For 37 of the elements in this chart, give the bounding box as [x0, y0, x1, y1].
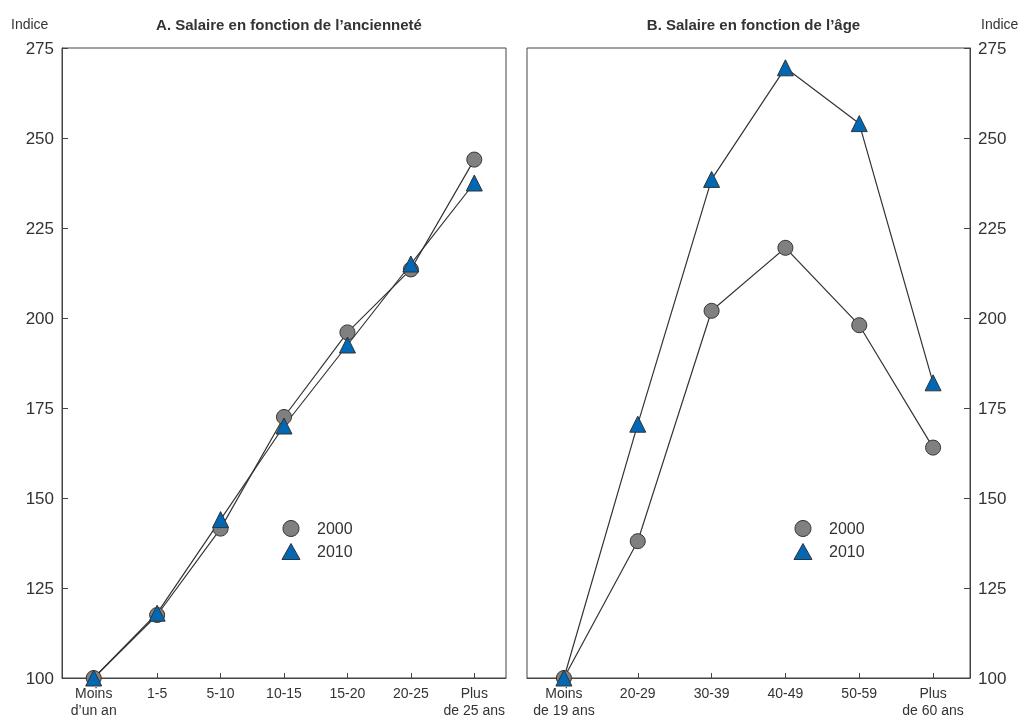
x-tick-label: 5-10 [206, 684, 235, 701]
y-tick-label: 200 [978, 308, 1007, 328]
chart-title: B. Salaire en fonction de l’âge [646, 16, 861, 33]
x-tick-label: 50-59 [841, 684, 878, 701]
y-tick-label: 200 [25, 308, 54, 328]
y-tick-label: 100 [25, 668, 54, 688]
y-axis-title: Indice [11, 16, 49, 32]
legend-label: 2010 [828, 543, 865, 560]
y-tick-label: 150 [25, 488, 54, 508]
legend-label: 2000 [316, 520, 353, 537]
y-tick-label: 125 [25, 578, 54, 598]
x-tick-label: 10-15 [266, 684, 303, 701]
x-tick-label: 1-5 [147, 684, 168, 701]
x-tick-label: Moins d’un an [70, 684, 117, 718]
x-tick-label: 20-29 [619, 684, 656, 701]
y-tick-label: 275 [25, 38, 54, 58]
x-tick-label: Plus de 60 ans [902, 684, 964, 718]
chart-title: A. Salaire en fonction de l’ancienneté [156, 16, 422, 33]
legend-label: 2000 [828, 520, 865, 537]
y-tick-label: 225 [25, 218, 54, 238]
y-tick-label: 250 [978, 128, 1007, 148]
y-tick-label: 100 [978, 668, 1007, 688]
y-tick-label: 150 [978, 488, 1007, 508]
x-tick-label: 40-49 [767, 684, 804, 701]
y-tick-label: 175 [25, 398, 54, 418]
legend-label: 2010 [316, 543, 353, 560]
x-tick-label: 30-39 [693, 684, 730, 701]
y-axis-title: Indice [981, 16, 1019, 32]
y-tick-label: 225 [978, 218, 1007, 238]
x-tick-label: Plus de 25 ans [443, 684, 506, 718]
y-tick-label: 175 [978, 398, 1007, 418]
y-tick-label: 250 [25, 128, 54, 148]
x-tick-label: 15-20 [329, 684, 366, 701]
y-tick-label: 125 [978, 578, 1007, 598]
x-tick-label: 20-25 [392, 684, 429, 701]
x-tick-label: Moins de 19 ans [533, 684, 595, 718]
y-tick-label: 275 [978, 38, 1007, 58]
